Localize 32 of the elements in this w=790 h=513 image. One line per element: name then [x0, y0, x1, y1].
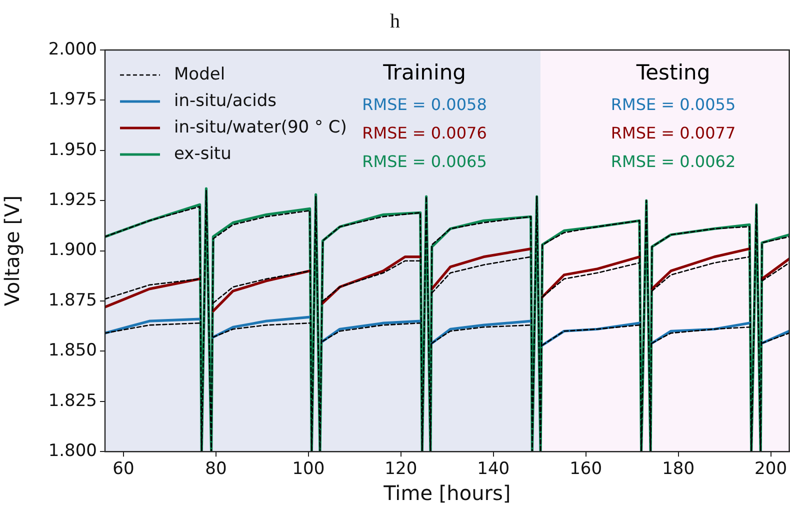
x-axis-title: Time [hours] — [382, 481, 511, 506]
y-tick-label: 1.925 — [48, 190, 97, 210]
y-axis-title: Voltage [V] — [0, 195, 24, 306]
y-tick-label: 1.950 — [48, 140, 97, 160]
x-tick-label: 60 — [112, 459, 134, 480]
legend-label: Model — [174, 64, 226, 84]
annotation: RMSE = 0.0062 — [610, 152, 736, 172]
x-tick-label: 80 — [205, 459, 227, 480]
x-tick-label: 120 — [384, 459, 418, 480]
x-tick-label: 200 — [754, 459, 788, 480]
annotation: RMSE = 0.0065 — [362, 152, 487, 172]
band-label: Testing — [635, 60, 710, 84]
y-tick-label: 1.875 — [48, 290, 97, 310]
x-tick-label: 140 — [477, 459, 510, 480]
x-tick-label: 160 — [570, 459, 602, 480]
y-tick-label: 1.850 — [48, 340, 97, 361]
annotation: RMSE = 0.0077 — [610, 124, 736, 143]
chart-title: h — [390, 10, 400, 32]
band-label: Training — [382, 60, 466, 84]
y-tick-label: 1.825 — [48, 390, 97, 411]
annotation: RMSE = 0.0076 — [362, 124, 487, 143]
annotation: RMSE = 0.0055 — [610, 95, 736, 114]
y-tick-label: 1.800 — [48, 441, 97, 462]
annotation: RMSE = 0.0058 — [362, 95, 487, 114]
legend-label: in-situ/acids — [174, 90, 277, 111]
y-tick-label: 1.975 — [48, 90, 97, 110]
x-tick-label: 180 — [662, 459, 695, 480]
y-tick-label: 1.900 — [48, 240, 97, 260]
legend-label: in-situ/water(90 ° C) — [174, 117, 347, 138]
legend-label: ex-situ — [174, 144, 232, 164]
y-tick-label: 2.000 — [48, 39, 97, 60]
x-tick-label: 100 — [292, 459, 325, 480]
